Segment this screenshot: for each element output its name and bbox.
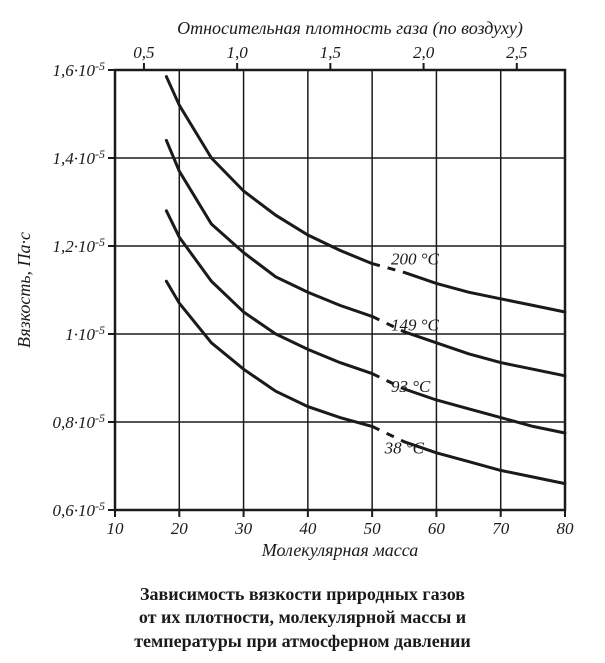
x-tick-label: 70: [492, 519, 510, 538]
x-tick-label: 80: [557, 519, 575, 538]
figure-caption: Зависимость вязкости природных газов от …: [10, 583, 595, 653]
x-top-tick-label: 2,5: [506, 43, 527, 62]
curve-label: 149 °C: [391, 315, 440, 334]
x-top-tick-label: 2,0: [413, 43, 435, 62]
x-top-tick-label: 0,5: [133, 43, 154, 62]
x-tick-label: 50: [364, 519, 382, 538]
x-tick-label: 60: [428, 519, 446, 538]
y-axis-label: Вязкость, Па·с: [14, 232, 34, 348]
x-top-tick-label: 1,5: [320, 43, 341, 62]
x-axis-label: Молекулярная масса: [261, 540, 419, 560]
x-tick-label: 30: [234, 519, 253, 538]
caption-line-1: Зависимость вязкости природных газов: [140, 584, 465, 604]
x-top-axis-label: Относительная плотность газа (по воздуху…: [177, 18, 523, 39]
curve-label: 200 °C: [391, 249, 440, 268]
viscosity-chart: 38 °C 93 °C 149 °C 200 °C 10 20 30 40 50 60 70 80 Мо…: [10, 10, 595, 570]
x-top-tick-label: 1,0: [227, 43, 249, 62]
caption-line-2: от их плотности, молекулярной массы и: [139, 607, 466, 627]
x-tick-label: 20: [171, 519, 189, 538]
caption-line-3: температуры при атмосферном давлении: [134, 631, 471, 651]
x-tick-label: 10: [107, 519, 125, 538]
curve-label: 38 °C: [384, 439, 425, 458]
x-tick-label: 40: [299, 519, 317, 538]
curve-label: 93 °C: [391, 377, 431, 396]
